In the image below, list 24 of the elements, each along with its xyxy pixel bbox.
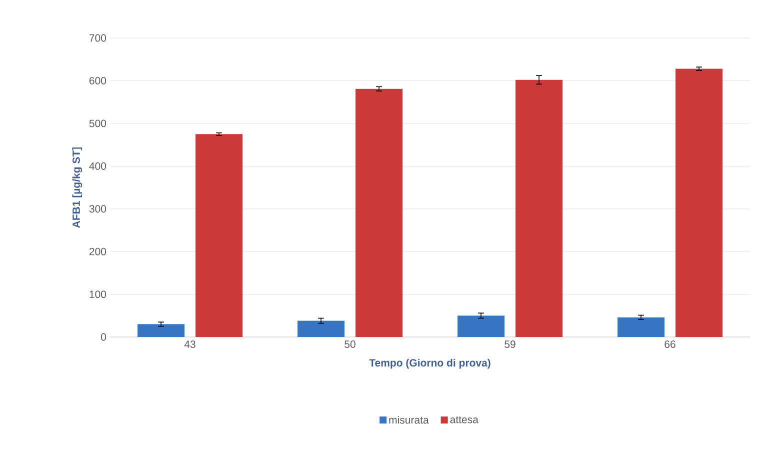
x-tick-label: 66 [664,340,676,348]
bar [676,68,723,337]
x-tick-label: 59 [504,340,516,348]
bar [138,324,185,337]
y-tick-label: 0 [101,333,106,341]
bar [196,134,243,337]
legend-label: attesa [450,416,478,424]
y-tick-label: 700 [89,34,106,42]
y-axis-title: AFB1 [µg/kg ST] [72,147,82,228]
bar [298,320,345,337]
bar [458,316,505,337]
x-tick-label: 50 [344,340,356,348]
bar [516,80,563,337]
y-tick-label: 600 [89,77,106,84]
y-tick-label: 100 [90,290,106,298]
y-tick-label: 400 [89,162,106,170]
y-tick-label: 500 [89,120,106,128]
bar [356,88,403,337]
bar [618,317,665,337]
legend-label: misurata [389,416,429,424]
x-axis-title: Tempo (Giorno di prova) [369,358,490,369]
x-tick-label: 43 [184,340,196,348]
y-tick-label: 300 [89,205,106,213]
y-tick-label: 200 [89,248,106,256]
